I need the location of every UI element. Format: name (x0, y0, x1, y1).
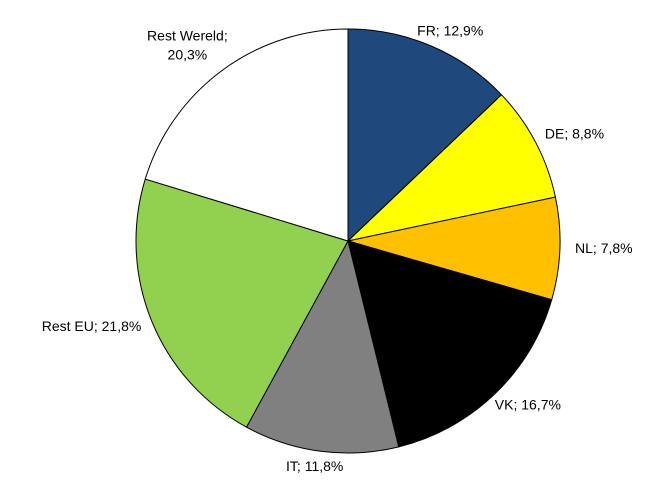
data-label: FR; 12,9% (417, 22, 483, 38)
data-label: DE; 8,8% (545, 125, 604, 141)
pie-slice (347, 196, 561, 301)
data-label: VK; 16,7% (495, 396, 561, 412)
pie-slice (347, 28, 503, 243)
pie-slice (347, 240, 553, 448)
data-label: IT; 11,8% (286, 458, 343, 474)
data-label: Rest Wereld; 20,3% (147, 27, 228, 62)
data-label: Rest EU; 21,8% (42, 318, 142, 334)
data-label: NL; 7,8% (575, 240, 633, 256)
pie-slice (144, 28, 349, 242)
pie-slice (135, 178, 349, 428)
pie-slice (245, 239, 400, 454)
pie-slice (346, 94, 556, 242)
